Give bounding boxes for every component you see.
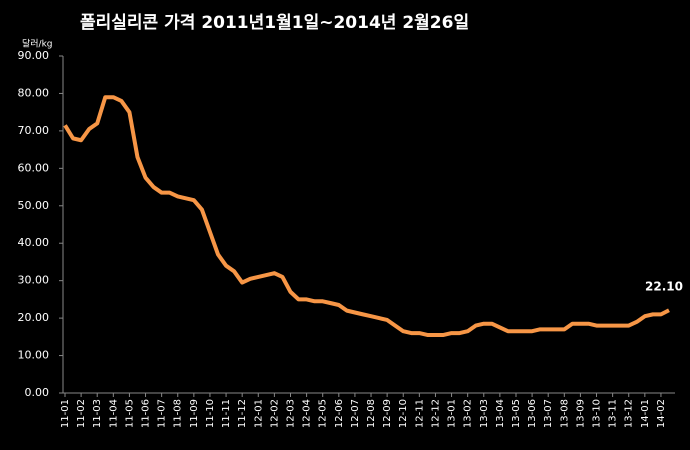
x-tick-label: 12-03 xyxy=(285,399,296,428)
x-tick-label: 11-01 xyxy=(60,399,71,428)
x-tick-label: 13-08 xyxy=(559,399,570,428)
x-tick-label: 13-06 xyxy=(527,399,538,428)
x-tick-label: 12-04 xyxy=(302,399,313,428)
x-tick-label: 12-11 xyxy=(414,399,425,428)
x-tick-label: 13-11 xyxy=(608,399,619,428)
y-tick-label: 60.00 xyxy=(18,161,50,174)
x-tick-label: 13-05 xyxy=(511,399,522,428)
line xyxy=(63,95,670,337)
x-tick-label: 13-04 xyxy=(495,399,506,428)
y-tick-label: 70.00 xyxy=(18,124,50,137)
x-tick-label: 11-11 xyxy=(221,399,232,428)
y-tick-label: 30.00 xyxy=(18,274,50,287)
x-tick-label: 13-01 xyxy=(447,399,458,428)
y-unit: 달러/kg xyxy=(22,38,53,50)
x-tick-label: 11-10 xyxy=(205,399,216,428)
y-tick-label: 0.00 xyxy=(25,386,50,399)
x-tick-label: 12-01 xyxy=(253,399,264,428)
x-tick-label: 13-02 xyxy=(463,399,474,428)
x-tick-label: 12-08 xyxy=(366,399,377,428)
y-tick-label: 40.00 xyxy=(18,236,50,249)
x-tick-label: 11-03 xyxy=(92,399,103,428)
x-tick-label: 13-07 xyxy=(543,399,554,428)
x-tick-label: 11-06 xyxy=(141,399,152,428)
y-tick-label: 10.00 xyxy=(18,349,50,362)
x-tick-label: 13-10 xyxy=(592,399,603,428)
x-tick-label: 12-10 xyxy=(398,399,409,428)
x-tick-label: 14-02 xyxy=(656,399,667,428)
x-tick-label: 12-12 xyxy=(430,399,441,428)
y-tick-label: 90.00 xyxy=(18,49,50,62)
x-tick-label: 12-02 xyxy=(269,399,280,428)
x-tick-label: 13-12 xyxy=(624,399,635,428)
x-tick-label: 11-07 xyxy=(157,399,168,428)
chart-title: 폴리실리콘 가격 2011년1월1일~2014년 2월26일 xyxy=(80,13,469,33)
x-tick-label: 11-09 xyxy=(189,399,200,428)
x-tick-label: 13-03 xyxy=(479,399,490,428)
x-tick-label: 11-04 xyxy=(108,399,119,428)
x-tick-label: 11-12 xyxy=(237,399,248,428)
y-tick-label: 20.00 xyxy=(18,311,50,324)
x-tick-label: 12-06 xyxy=(334,399,345,428)
y-tick-label: 80.00 xyxy=(18,86,50,99)
x-tick-label: 12-07 xyxy=(350,399,361,428)
x-tick-label: 11-08 xyxy=(173,399,184,428)
x-tick-label: 13-09 xyxy=(575,399,586,428)
x-tick-label: 14-01 xyxy=(640,399,651,428)
x-tick-label: 11-02 xyxy=(76,399,87,428)
x-tick-label: 11-05 xyxy=(124,399,135,428)
data-label: 22.10 xyxy=(645,280,683,294)
x-tick-label: 12-05 xyxy=(318,399,329,428)
y-tick-label: 50.00 xyxy=(18,199,50,212)
x-tick-label: 12-09 xyxy=(382,399,393,428)
